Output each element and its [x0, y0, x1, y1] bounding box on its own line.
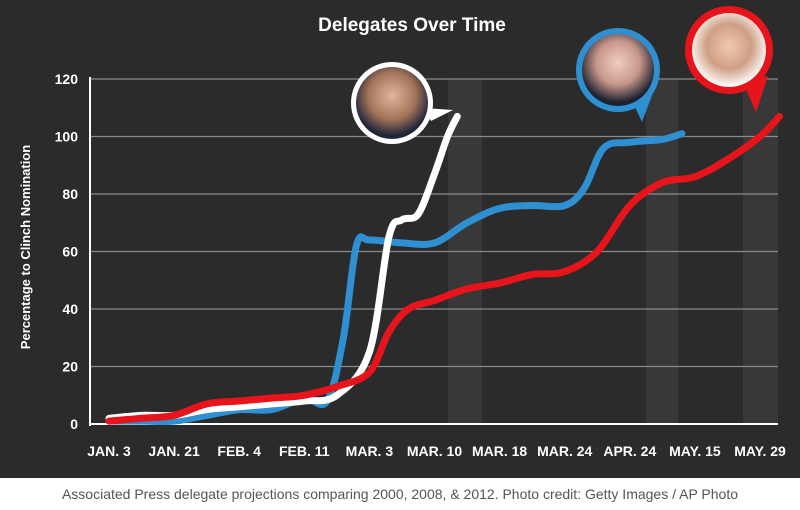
y-axis-label: Percentage to Clinch Nomination — [18, 145, 33, 349]
x-tick-label: MAY. 15 — [669, 443, 721, 459]
x-tick-label: MAR. 10 — [407, 443, 462, 459]
x-tick-label: JAN. 3 — [87, 443, 131, 459]
x-tick-label: JAN. 21 — [148, 443, 200, 459]
x-tick-label: APR. 24 — [603, 443, 656, 459]
x-tick-label: MAY. 29 — [734, 443, 786, 459]
axes — [89, 77, 778, 426]
series-line-romney — [105, 112, 783, 425]
x-tick-label: MAR. 24 — [537, 443, 592, 459]
romney-portrait-icon — [685, 6, 773, 112]
x-tick-label: MAR. 18 — [472, 443, 527, 459]
y-tick-label: 0 — [70, 416, 78, 432]
series-line-mccain — [105, 130, 686, 426]
y-tick-label: 20 — [62, 359, 78, 375]
x-tick-label: FEB. 4 — [217, 443, 261, 459]
y-tick-label: 120 — [55, 71, 79, 87]
x-tick-label: MAR. 3 — [346, 443, 394, 459]
series-line-bush — [105, 112, 461, 422]
bush-portrait-icon — [351, 62, 453, 144]
y-tick-label: 80 — [62, 186, 78, 202]
photo-caption: Associated Press delegate projections co… — [0, 478, 800, 510]
y-tick-label: 40 — [62, 301, 78, 317]
series-lines — [105, 112, 783, 426]
x-tick-label: FEB. 11 — [279, 443, 330, 459]
y-tick-label: 100 — [55, 129, 79, 145]
x-tick-labels: JAN. 3 JAN. 21 FEB. 4 FEB. 11 MAR. 3 MAR. 10 M… — [87, 443, 786, 459]
mccain-portrait-icon — [576, 28, 660, 122]
y-tick-label: 60 — [62, 244, 78, 260]
chart-title: Delegates Over Time — [318, 15, 506, 36]
line-chart: 0 20 40 60 80 100 120 JAN. 3 JAN. 21 FEB. 4 FEB. … — [18, 6, 786, 459]
y-tick-labels: 0 20 40 60 80 100 120 — [55, 71, 79, 432]
